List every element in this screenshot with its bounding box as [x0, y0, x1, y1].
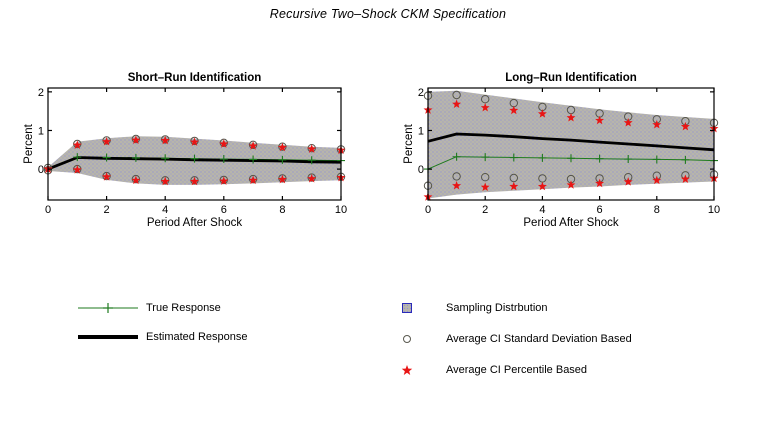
circle-marker-icon	[403, 335, 411, 343]
legend-item-ci-percentile: Average CI Percentile Based	[401, 362, 632, 378]
long-run-identification-plot: 0 2 4 6 8 10 0 1 2 Long–Run Identification Period …	[403, 72, 720, 229]
long-run-identification-axes: 0 2 4 6 8 10 0 1 2	[418, 87, 720, 216]
legend-item-sampling-distribution: Sampling Distrbution	[401, 300, 632, 316]
star-marker-icon	[401, 365, 413, 375]
legend-item-true-response: True Response	[78, 300, 248, 316]
y-tick-label: 2	[38, 87, 44, 99]
y-tick-label: 1	[418, 125, 424, 137]
estimated-response-line	[427, 132, 715, 152]
short-run-identification-plot: 0 2 4 6 8 10 0 1 2 Short–Run Identification Period…	[23, 72, 347, 229]
legend-label-ci-sd: Average CI Standard Deviation Based	[446, 333, 632, 345]
x-tick-label: 8	[654, 204, 660, 216]
y-tick-label: 2	[418, 87, 424, 99]
average-ci-percentile-based-markers	[43, 135, 346, 186]
y-tick-label: 0	[38, 164, 44, 176]
legend-label-ci-percentile: Average CI Percentile Based	[446, 364, 588, 376]
x-tick-label: 8	[279, 204, 285, 216]
x-tick-label: 10	[335, 204, 347, 216]
sampling-distribution-band	[428, 90, 714, 199]
y-tick-label: 0	[418, 164, 424, 176]
x-tick-label: 4	[539, 204, 545, 216]
legend-responses: True Response Estimated Response	[78, 300, 248, 345]
y-axis-label: Percent	[403, 123, 415, 163]
green-line-plus-icon	[78, 303, 138, 313]
x-axis-label: Period After Shock	[147, 217, 242, 229]
x-tick-label: 10	[708, 204, 720, 216]
x-tick-label: 4	[162, 204, 168, 216]
legend-item-ci-sd: Average CI Standard Deviation Based	[401, 331, 632, 347]
legend-intervals: Sampling Distrbution Average CI Standard…	[401, 300, 632, 378]
subplot-title: Short–Run Identification	[128, 72, 262, 84]
short-run-identification-axes: 0 2 4 6 8 10 0 1 2	[38, 87, 347, 216]
true-response-markers	[424, 152, 718, 174]
y-axis-label: Percent	[23, 123, 35, 163]
x-tick-label: 6	[221, 204, 227, 216]
legend-label-true-response: True Response	[146, 302, 221, 314]
black-thick-line-icon	[78, 335, 138, 339]
stipple-patch-icon	[402, 303, 412, 313]
x-axis-label: Period After Shock	[523, 217, 618, 229]
legend-item-estimated-response: Estimated Response	[78, 329, 248, 345]
x-tick-label: 6	[597, 204, 603, 216]
figure-title: Recursive Two–Shock CKM Specification	[269, 7, 507, 21]
subplot-title: Long–Run Identification	[505, 72, 637, 84]
average-ci-percentile-based-markers	[423, 99, 719, 201]
x-tick-label: 2	[104, 204, 110, 216]
legend-label-estimated-response: Estimated Response	[146, 331, 248, 343]
legend-label-sampling-distribution: Sampling Distrbution	[446, 302, 548, 314]
y-tick-label: 1	[38, 125, 44, 137]
x-tick-label: 0	[425, 204, 431, 216]
x-tick-label: 0	[45, 204, 51, 216]
x-tick-label: 2	[482, 204, 488, 216]
